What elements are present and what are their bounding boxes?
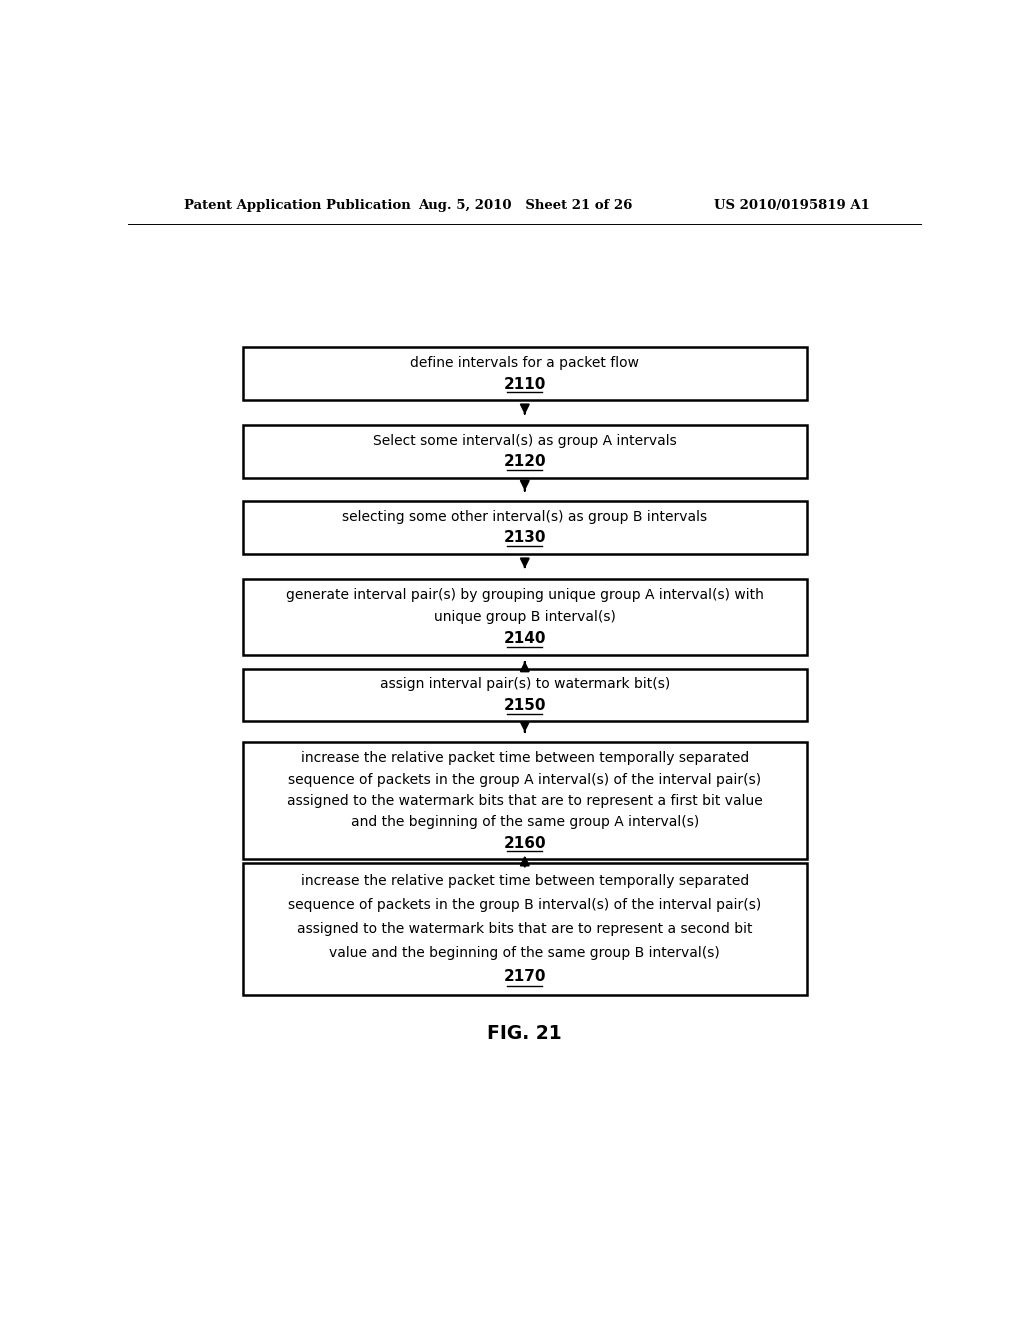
Text: increase the relative packet time between temporally separated: increase the relative packet time betwee…: [301, 874, 749, 888]
Bar: [243, 863, 807, 995]
Bar: [243, 578, 807, 655]
Text: assign interval pair(s) to watermark bit(s): assign interval pair(s) to watermark bit…: [380, 677, 670, 692]
Text: sequence of packets in the group A interval(s) of the interval pair(s): sequence of packets in the group A inter…: [288, 772, 762, 787]
Text: unique group B interval(s): unique group B interval(s): [434, 610, 615, 624]
Text: selecting some other interval(s) as group B intervals: selecting some other interval(s) as grou…: [342, 510, 708, 524]
Text: 2130: 2130: [504, 531, 546, 545]
Text: assigned to the watermark bits that are to represent a second bit: assigned to the watermark bits that are …: [297, 921, 753, 936]
Text: sequence of packets in the group B interval(s) of the interval pair(s): sequence of packets in the group B inter…: [288, 898, 762, 912]
Text: 2150: 2150: [504, 698, 546, 713]
Bar: [243, 669, 807, 722]
Text: Select some interval(s) as group A intervals: Select some interval(s) as group A inter…: [373, 433, 677, 447]
Text: FIG. 21: FIG. 21: [487, 1024, 562, 1043]
Text: 2140: 2140: [504, 631, 546, 645]
Text: increase the relative packet time between temporally separated: increase the relative packet time betwee…: [301, 751, 749, 766]
Bar: [243, 500, 807, 554]
Text: 2120: 2120: [504, 454, 546, 469]
Text: 2110: 2110: [504, 378, 546, 392]
Text: US 2010/0195819 A1: US 2010/0195819 A1: [714, 199, 870, 213]
Bar: [243, 742, 807, 859]
Text: Aug. 5, 2010   Sheet 21 of 26: Aug. 5, 2010 Sheet 21 of 26: [418, 199, 632, 213]
Text: 2160: 2160: [504, 836, 546, 851]
Text: Patent Application Publication: Patent Application Publication: [183, 199, 411, 213]
Text: define intervals for a packet flow: define intervals for a packet flow: [411, 356, 639, 371]
Text: generate interval pair(s) by grouping unique group A interval(s) with: generate interval pair(s) by grouping un…: [286, 587, 764, 602]
Text: assigned to the watermark bits that are to represent a first bit value: assigned to the watermark bits that are …: [287, 793, 763, 808]
Bar: [243, 425, 807, 478]
Text: and the beginning of the same group A interval(s): and the beginning of the same group A in…: [350, 814, 699, 829]
Bar: [243, 347, 807, 400]
Text: value and the beginning of the same group B interval(s): value and the beginning of the same grou…: [330, 946, 720, 960]
Text: 2170: 2170: [504, 969, 546, 985]
